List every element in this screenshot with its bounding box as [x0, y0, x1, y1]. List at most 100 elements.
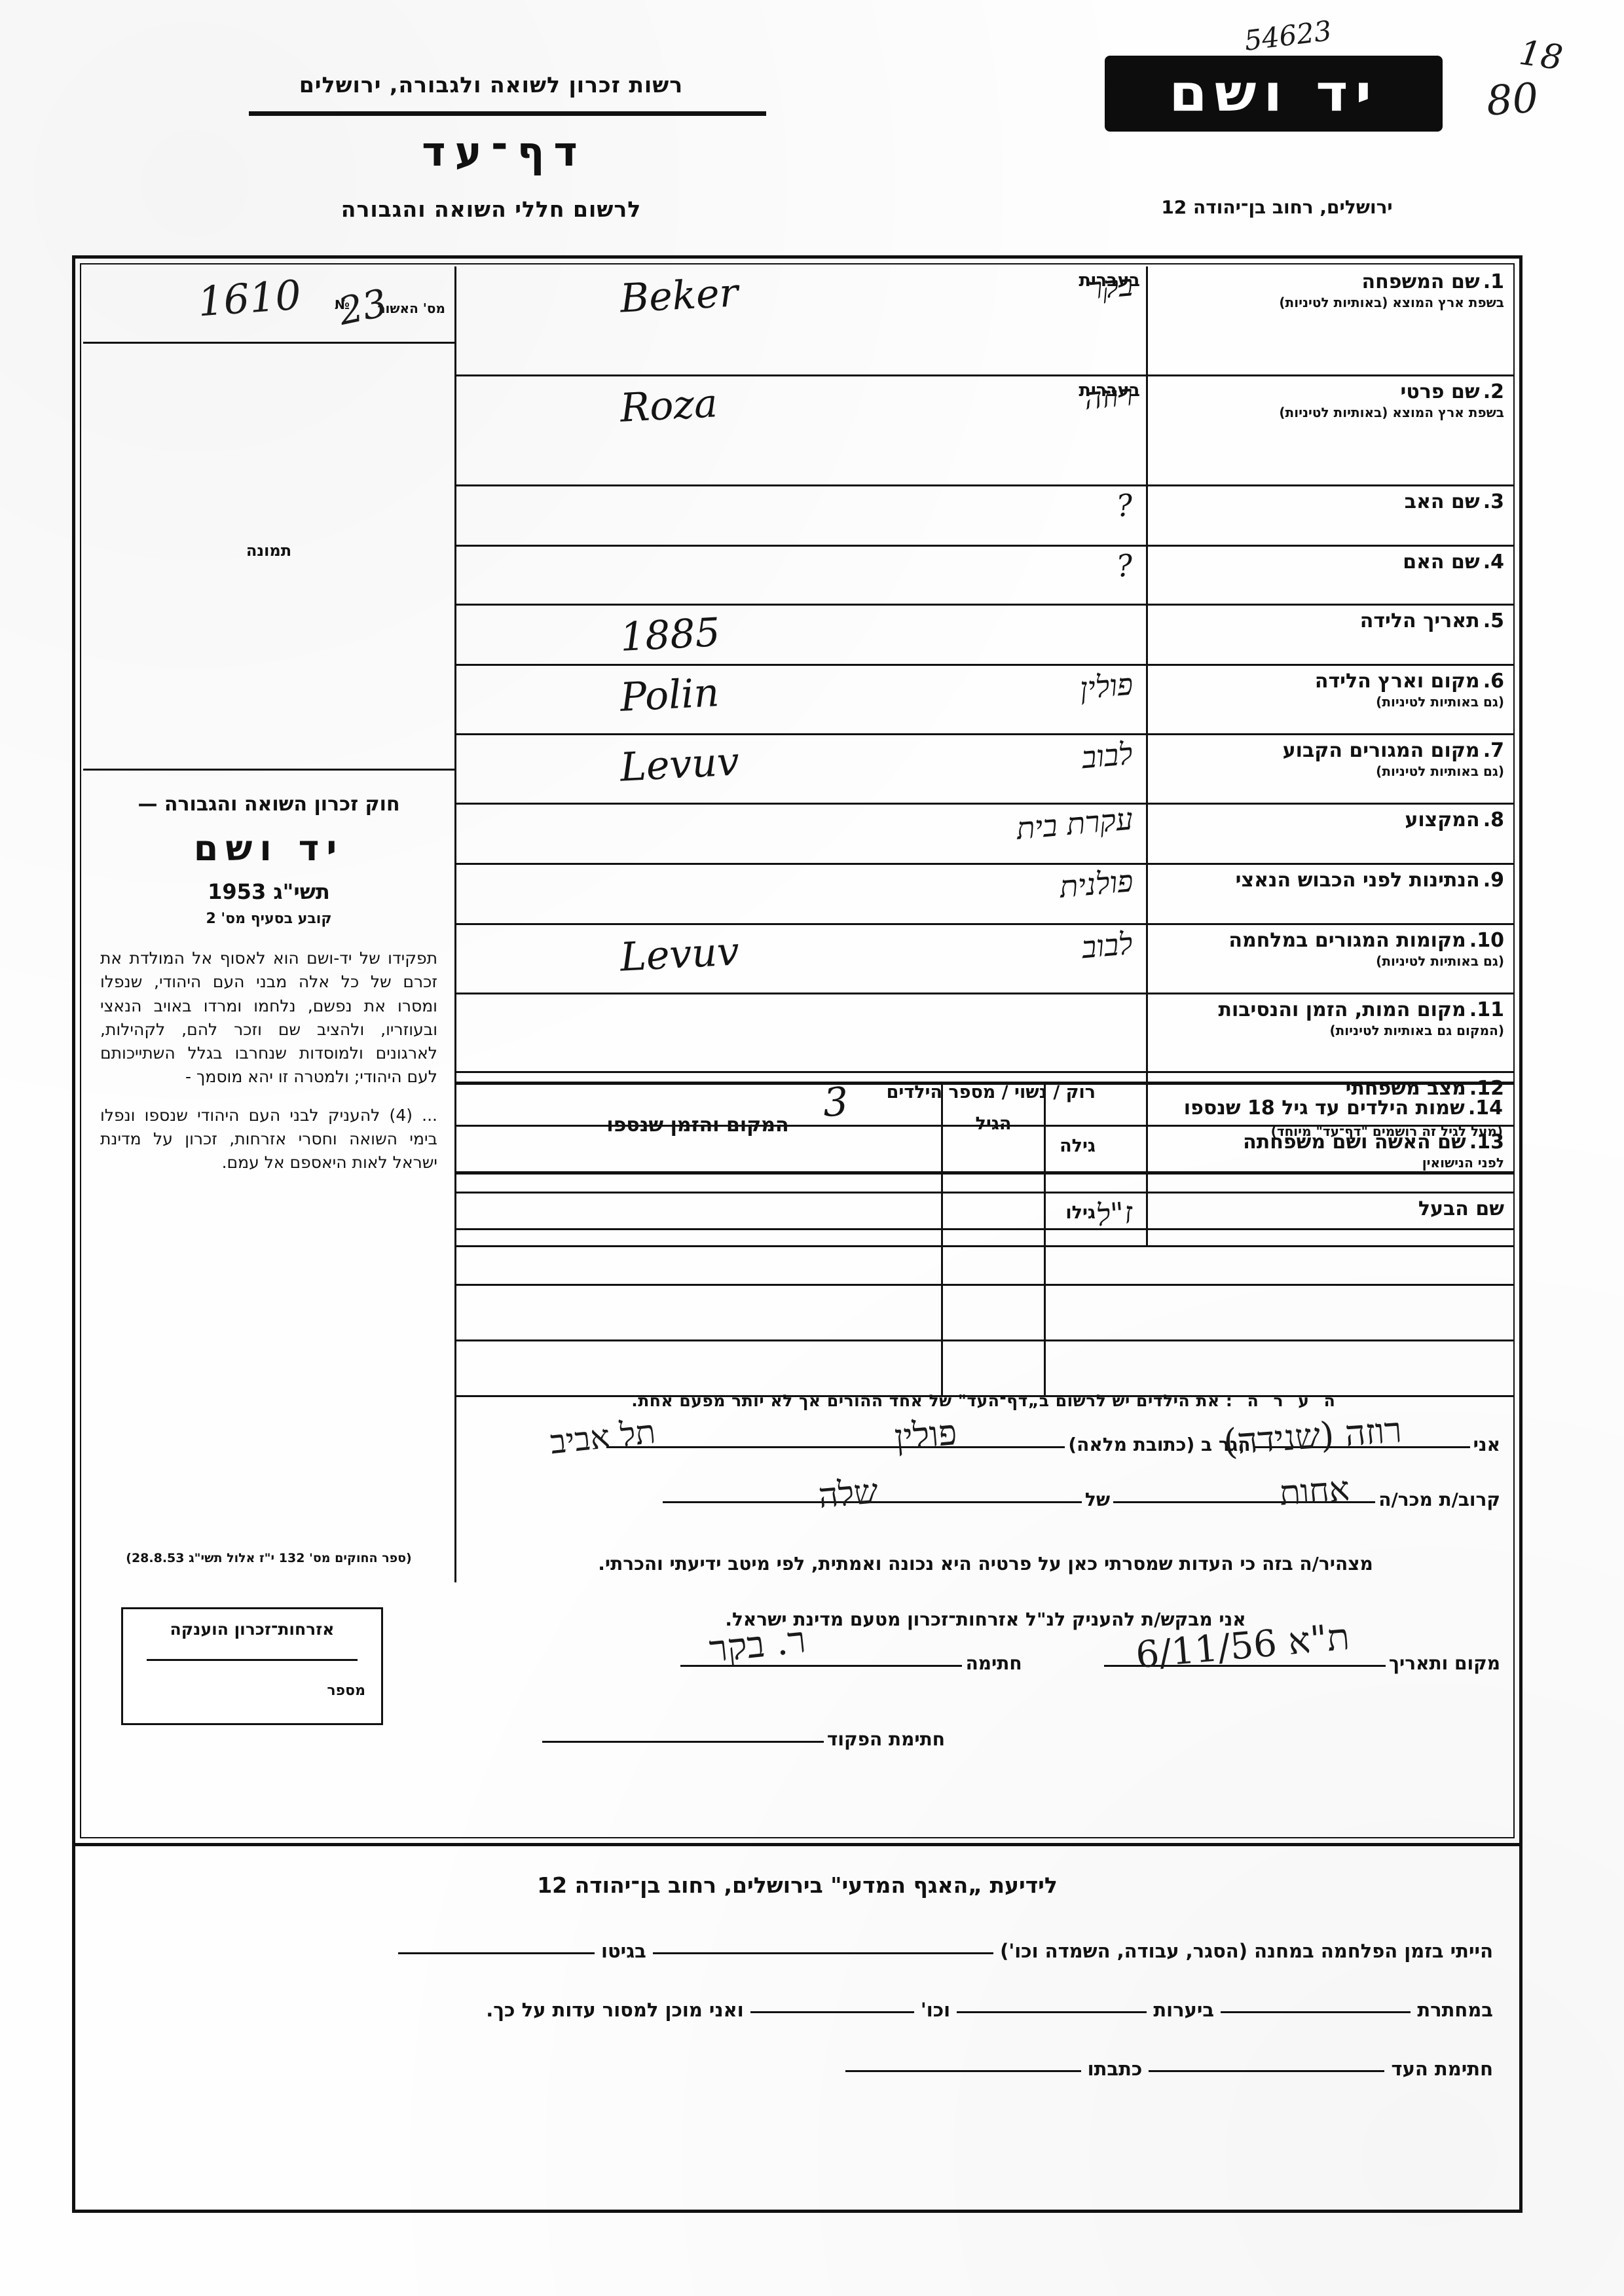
field-label: 5. תאריך הלידה: [1148, 606, 1515, 664]
forests-input[interactable]: [957, 2011, 1147, 2013]
field-value[interactable]: פולנית: [456, 863, 1146, 923]
child-name-cell[interactable]: [1046, 1286, 1515, 1339]
child-name-cell[interactable]: [1046, 1175, 1515, 1228]
etc-input[interactable]: [750, 2011, 914, 2013]
field-title: שם האם: [1403, 551, 1480, 574]
form-fields-block: 1. שם המשפחה בשפת ארץ המוצא (באותיות לטינ…: [456, 266, 1515, 1247]
field-sub-label: בעברית: [1079, 380, 1140, 401]
table-row[interactable]: [456, 1341, 1515, 1397]
note-text: את הילדים יש לרשום ב„דף־העד" של אחד ההור…: [631, 1391, 1220, 1410]
relation-of-label: של: [1084, 1489, 1111, 1510]
place-date-input[interactable]: [1103, 1664, 1386, 1667]
children-table-body: [456, 1175, 1515, 1397]
witness-address-label: כתבתו: [1087, 2058, 1143, 2080]
field-value[interactable]: ?: [456, 486, 1146, 545]
clerk-signature-input[interactable]: [542, 1740, 824, 1743]
field-label: 13. שם האשה ושם משפחתה לפני הנישואין: [1148, 1127, 1515, 1192]
child-place-cell[interactable]: [456, 1230, 939, 1284]
field-value-latin-handwritten: 1885: [619, 610, 722, 661]
children-table-header: 14. שמות הילדים עד גיל 18 שנספו (מעל לגי…: [456, 1085, 1515, 1175]
approval-number-value: 1610: [196, 270, 303, 326]
law-paragraph-2: ... (4) להעניק לבני העם היהודי שנספו ונפ…: [100, 1105, 437, 1173]
field-title: מקום וארץ הלידה: [1314, 670, 1480, 693]
field-hint: (המקום גם באותיות לטיניות): [1329, 1023, 1504, 1038]
declarant-name-input[interactable]: [1253, 1446, 1470, 1448]
field-number: 9.: [1483, 869, 1504, 892]
stamp-box-rule: [147, 1659, 358, 1661]
witness-signature-label: חתימת העד: [1391, 2058, 1493, 2080]
field-value-hebrew-handwritten: לבוב: [1080, 925, 1135, 966]
archival-corner-mark: 18: [1517, 33, 1566, 79]
field-number: 1.: [1483, 270, 1504, 293]
field-label: 8. המקצוע: [1148, 805, 1515, 863]
document-header: רשות זכרון לשואה ולגבורה, ירושלים דף־עד …: [0, 0, 1624, 242]
law-source-citation: (ספר החוקים מס' 132 י"ז אלול תשי"ג 28.8.…: [126, 1551, 412, 1565]
child-age-cell[interactable]: [941, 1341, 1046, 1395]
table-row[interactable]: [456, 1286, 1515, 1341]
field-label: שם הבעל: [1148, 1194, 1515, 1245]
declarant-identity-line: אני הגר ב (כתובת מלאה) רוזה (שנידה) פולי…: [471, 1410, 1500, 1489]
witness-signature-input[interactable]: [1149, 2069, 1385, 2072]
field-value[interactable]: רוזה Roza: [456, 376, 1146, 484]
table-row[interactable]: [456, 1175, 1515, 1230]
ghetto-input[interactable]: [397, 1952, 595, 1954]
child-age-cell[interactable]: [941, 1230, 1046, 1284]
field-hint: בשפת ארץ המוצא (באותיות לטיניות): [1279, 405, 1504, 420]
table-row[interactable]: [456, 1230, 1515, 1286]
field-number: 6.: [1483, 670, 1504, 693]
clerk-signature-label: חתימת הפקוד: [826, 1728, 945, 1750]
child-place-cell[interactable]: [456, 1341, 939, 1395]
stamp-box-number-label: מספר: [327, 1683, 365, 1699]
field-value-hebrew-handwritten: רוזה: [1082, 376, 1135, 417]
witness-address-input[interactable]: [845, 2069, 1081, 2072]
signature-input[interactable]: [680, 1664, 963, 1667]
archival-page-number-mark: 80: [1485, 73, 1540, 125]
child-place-cell[interactable]: [456, 1175, 939, 1228]
camp-input[interactable]: [652, 1952, 993, 1954]
child-place-cell[interactable]: [456, 1286, 939, 1339]
child-name-cell[interactable]: [1046, 1341, 1515, 1395]
field-value[interactable]: לבוב Levuv: [456, 925, 1146, 993]
relation-input[interactable]: [1113, 1501, 1376, 1503]
field-value[interactable]: ?: [456, 547, 1146, 604]
field-hint: בשפת ארץ המוצא (באותיות לטיניות): [1279, 295, 1504, 310]
field-divider: [1146, 547, 1148, 604]
declarant-address-input[interactable]: [606, 1446, 1065, 1448]
field-number: 2.: [1483, 380, 1504, 403]
field-value[interactable]: לבוב Levuv: [456, 735, 1146, 803]
law-paragraph-1: תפקידו של יד-ושם הוא לאסוף אל המולדת את …: [100, 949, 437, 1087]
field-row: 12. מצב משפחתי רוק / נשוי / מספר הילדים 3: [456, 1073, 1515, 1127]
underground-input[interactable]: [1221, 2011, 1411, 2013]
field-title: מקומות המגורים במלחמה: [1228, 929, 1466, 952]
field-value-hebrew-handwritten: פולנית: [1058, 863, 1135, 905]
field-divider: [1146, 666, 1148, 733]
child-age-cell[interactable]: [941, 1286, 1046, 1339]
child-age-cell[interactable]: [941, 1175, 1046, 1228]
field-value[interactable]: עקרת בית: [456, 801, 1146, 863]
field-sub-label: גילה: [1060, 1136, 1096, 1156]
child-name-cell[interactable]: [1046, 1230, 1515, 1284]
field-title: שם האב: [1404, 490, 1480, 513]
form-inner-border: [80, 263, 1515, 1838]
field-number: 10.: [1469, 929, 1504, 952]
children-field-title: שמות הילדים עד גיל 18 שנספו: [1183, 1097, 1465, 1120]
field-hint: (גם באותיות לטיניות): [1376, 953, 1504, 969]
field-value[interactable]: [456, 994, 1146, 1071]
clerk-signature-row: חתימת הפקוד: [471, 1728, 1500, 1800]
page-subtitle: לרשום חללי השואה והגבורה: [341, 196, 642, 222]
field-value-hebrew-handwritten: בקר: [1086, 267, 1135, 306]
field-sub-label: בעברית: [1079, 270, 1140, 291]
field-divider: [1146, 805, 1148, 863]
field-value-latin-handwritten: Polin: [619, 670, 720, 721]
field-value[interactable]: פולין Polin: [456, 666, 1146, 733]
field-divider: [1146, 266, 1148, 374]
field-value[interactable]: בקר Beker: [456, 266, 1146, 374]
field-row: 8. המקצוע עקרת בית: [456, 801, 1515, 865]
children-note: ה ע ר ה : את הילדים יש לרשום ב„דף־העד" ש…: [456, 1391, 1515, 1410]
field-number: 13.: [1469, 1131, 1504, 1154]
children-table-header-names: 14. שמות הילדים עד גיל 18 שנספו (מעל לגי…: [1046, 1085, 1515, 1171]
relation-of-input[interactable]: [662, 1501, 1082, 1503]
etc-label: וכו': [920, 1999, 951, 2021]
field-divider: [1146, 376, 1148, 484]
field-value[interactable]: 1885: [456, 606, 1146, 664]
